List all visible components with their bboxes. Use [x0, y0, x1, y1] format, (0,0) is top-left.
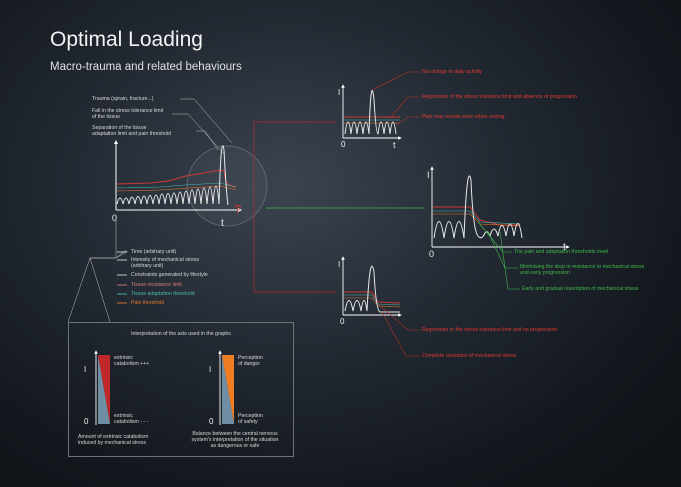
top-graph: [341, 84, 402, 140]
middle-adaptation-line: [433, 210, 521, 225]
svg-text:I: I: [338, 260, 340, 269]
svg-text:I: I: [209, 365, 211, 374]
svg-text:I: I: [338, 88, 340, 97]
main-pain-line: [116, 185, 237, 192]
catabolism-high-label: extrinsic catabolism +++: [114, 355, 150, 368]
middle-stress-curve: [433, 175, 523, 239]
main-stress-curve: [116, 145, 229, 206]
bottom-resistance-line: [344, 291, 401, 304]
balance-caption: Balance between the central nervous syst…: [191, 431, 279, 450]
main-x-label: t: [221, 218, 224, 229]
svg-text:0: 0: [340, 317, 345, 326]
top-note-no-change: No change in daily activity: [422, 69, 482, 75]
branch-connectors: [253, 121, 425, 293]
safety-label: Perception of safety: [238, 413, 263, 426]
axis-box-graphics: [94, 350, 234, 425]
middle-note-leaders: [477, 221, 520, 290]
middle-resistance-line: [433, 206, 520, 226]
legend-resistance: Tissue resistance limit: [131, 282, 182, 288]
svg-text:0: 0: [341, 140, 346, 149]
main-adaptation-line: [116, 182, 237, 189]
middle-graph: [430, 166, 570, 249]
bottom-graph: [341, 256, 402, 317]
top-stress-curve: [344, 89, 397, 135]
main-origin-label: 0: [112, 213, 117, 223]
middle-note-resumption: Early and gradual resumption of mechanic…: [522, 286, 639, 292]
legend-pain: Pain threshold: [131, 300, 165, 306]
bottom-note-leaders: [377, 303, 420, 357]
page-title: Optimal Loading: [50, 28, 203, 51]
bottom-adaptation-line: [344, 294, 401, 306]
middle-pain-line: [433, 213, 521, 227]
svg-text:I: I: [427, 170, 430, 180]
legend-leaders: [67, 215, 129, 323]
middle-note-thresholds-meet: The pain and adaptation thresholds meet: [514, 249, 609, 255]
svg-text:t: t: [393, 140, 396, 150]
catabolism-caption: Amount of extrinsic catabolism induced b…: [78, 434, 149, 447]
axis-box-title: Interpretation of the axis used in the g…: [131, 331, 231, 337]
svg-text:0: 0: [84, 417, 89, 426]
bottom-pain-line: [344, 297, 401, 308]
svg-text:I: I: [84, 365, 86, 374]
legend-time: Time (arbitrary unit): [131, 249, 177, 255]
bottom-note-regression: Regression to the stress tolerance limit…: [422, 327, 558, 333]
svg-text:0: 0: [209, 417, 214, 426]
zoom-circle: [186, 145, 268, 227]
annotation-leaders: [172, 98, 233, 156]
annotation-trauma: Trauma (sprain, fracture...): [92, 96, 154, 102]
bottom-stress-curve: [344, 265, 400, 313]
danger-label: Perception of danger: [238, 355, 263, 368]
annotation-fall-tolerance: Fall in the stress tolerance limit of th…: [92, 108, 164, 121]
catabolism-bar-bottom: [98, 355, 110, 424]
svg-text:0: 0: [429, 249, 434, 259]
legend-lifestyle: Constraints generated by lifestyle: [131, 272, 208, 278]
top-note-pain-rest: Pain may remain even when resting: [422, 114, 505, 120]
catabolism-low-label: extrinsic catabolism - - -: [114, 413, 149, 426]
danger-bar-bottom: [222, 355, 234, 424]
question-mark: ?: [234, 202, 241, 217]
top-note-regression: Regression of the stress tolerance limit…: [422, 94, 577, 100]
bottom-note-cessation: Complete cessation of mechanical stress: [422, 353, 517, 359]
legend-intensity: Intensity of mechanical stress (arbitrar…: [131, 257, 200, 270]
svg-text:t: t: [563, 242, 566, 253]
legend-adaptation: Tissue adaptation threshold: [131, 291, 195, 297]
page-subtitle: Macro-trauma and related behaviours: [50, 61, 242, 73]
axis-interpretation-box: [68, 322, 294, 457]
legend-swatches: [117, 251, 127, 304]
top-note-leaders: [371, 71, 420, 126]
middle-note-minimising: Minimising the drop in resistance to mec…: [520, 264, 645, 277]
annotation-separation: Separation of the tissue adaptation limi…: [92, 125, 172, 138]
main-graph: [114, 140, 242, 212]
